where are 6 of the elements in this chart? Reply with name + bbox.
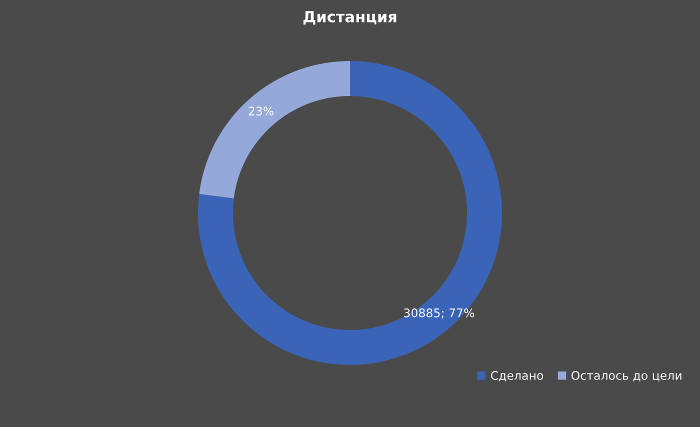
legend-label: Сделано <box>490 371 544 382</box>
legend-label: Осталось до цели <box>572 371 682 382</box>
donut-slice <box>198 61 502 365</box>
chart-title: Дистанция <box>303 11 396 25</box>
data-label: 23% <box>248 106 274 116</box>
donut-slice <box>199 61 350 198</box>
